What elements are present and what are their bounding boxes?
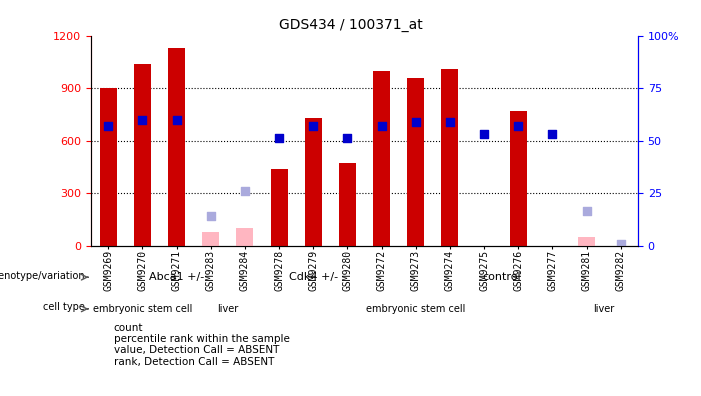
Bar <box>373 70 390 246</box>
Text: control: control <box>482 272 521 282</box>
Text: liver: liver <box>593 304 614 314</box>
Bar <box>339 163 356 246</box>
Text: cell type: cell type <box>43 303 85 312</box>
Text: embryonic stem cell: embryonic stem cell <box>366 304 465 314</box>
Text: count: count <box>114 323 143 333</box>
Text: liver: liver <box>217 304 238 314</box>
Text: rank, Detection Call = ABSENT: rank, Detection Call = ABSENT <box>114 356 274 367</box>
Point <box>205 213 217 219</box>
Text: value, Detection Call = ABSENT: value, Detection Call = ABSENT <box>114 345 279 356</box>
Point <box>273 135 285 142</box>
Text: Cdk4 +/-: Cdk4 +/- <box>289 272 338 282</box>
Bar <box>407 78 424 246</box>
Point <box>581 208 592 214</box>
Point <box>342 135 353 142</box>
Point <box>410 118 421 125</box>
Point <box>547 131 558 137</box>
Point <box>479 131 490 137</box>
Bar <box>168 48 185 246</box>
Bar <box>100 88 117 246</box>
Bar <box>305 118 322 246</box>
Point <box>102 123 114 129</box>
Bar <box>442 69 458 246</box>
Point <box>308 123 319 129</box>
Bar <box>271 169 287 246</box>
Text: genotype/variation: genotype/variation <box>0 271 85 281</box>
Text: embryonic stem cell: embryonic stem cell <box>93 304 192 314</box>
Point <box>171 116 182 123</box>
Point <box>376 123 387 129</box>
Point <box>615 241 627 247</box>
Point <box>137 116 148 123</box>
Text: percentile rank within the sample: percentile rank within the sample <box>114 334 290 345</box>
Bar <box>578 237 595 246</box>
Bar <box>134 64 151 246</box>
Bar <box>236 228 254 246</box>
Text: GDS434 / 100371_at: GDS434 / 100371_at <box>278 18 423 32</box>
Bar <box>510 111 527 246</box>
Point <box>239 188 250 194</box>
Point <box>512 123 524 129</box>
Point <box>444 118 456 125</box>
Text: Abca1 +/-: Abca1 +/- <box>149 272 204 282</box>
Bar <box>202 232 219 246</box>
